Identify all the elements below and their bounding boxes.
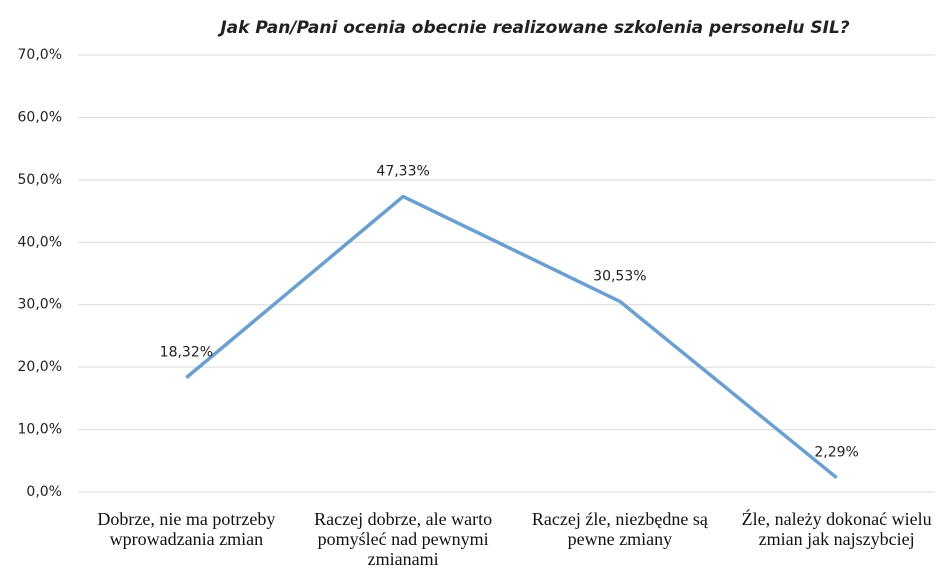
line	[185, 194, 838, 480]
data-label: 18,32%	[160, 345, 213, 361]
chart-title: Jak Pan/Pani ocenia obecnie realizowane …	[217, 18, 849, 38]
y-tick-label: 20,0%	[18, 359, 62, 375]
y-tick-label: 10,0%	[18, 422, 62, 438]
x-tick-label: Raczej źle, niezbędne są pewne zmiany	[531, 509, 708, 549]
data-label: 30,53%	[593, 268, 646, 284]
y-tick-label: 0,0%	[26, 484, 62, 500]
y-tick-label: 60,0%	[18, 109, 62, 125]
y-tick-label: 70,0%	[18, 47, 62, 63]
data-label: 47,33%	[376, 164, 429, 180]
x-tick-label: Źle, należy dokonać wielu zmian jak najs…	[741, 509, 932, 549]
y-tick-label: 30,0%	[18, 297, 62, 313]
y-tick-label: 40,0%	[18, 234, 62, 250]
y-tick-label: 50,0%	[18, 172, 62, 188]
data-label: 2,29%	[814, 445, 858, 461]
x-tick-label: Dobrze, nie ma potrzeby wprowadzania zmi…	[97, 509, 276, 549]
x-tick-label: Raczej dobrze, ale warto pomyśleć nad pe…	[314, 509, 493, 569]
